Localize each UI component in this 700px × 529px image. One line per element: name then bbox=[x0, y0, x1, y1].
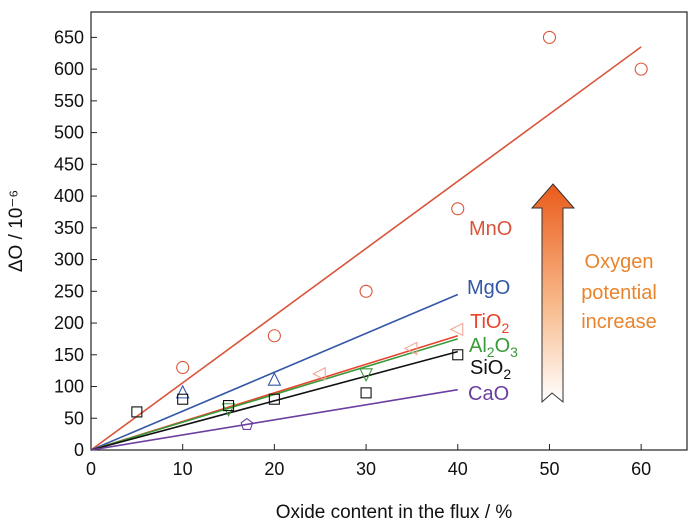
label-sio2-text: SiO bbox=[470, 357, 503, 379]
point-sio2-4 bbox=[360, 387, 372, 399]
y-tick-label-550: 550 bbox=[54, 91, 84, 111]
label-sio2-sub: 2 bbox=[503, 366, 511, 382]
y-tick-label-500: 500 bbox=[54, 123, 84, 143]
y-tick-label-400: 400 bbox=[54, 186, 84, 206]
gradient-up-arrow bbox=[530, 183, 576, 404]
fit-line-cao bbox=[90, 388, 458, 451]
label-al2o3-sub1: 2 bbox=[487, 344, 495, 360]
x-tick-label-30: 30 bbox=[356, 459, 376, 479]
point-mno-5 bbox=[634, 62, 648, 76]
series-labels: MnO MgO TiO2 Al2O3 SiO2 CaO bbox=[467, 218, 518, 405]
label-cao: CaO bbox=[468, 383, 509, 405]
point-mgo-1 bbox=[267, 371, 282, 386]
y-tick-label-0: 0 bbox=[74, 440, 84, 460]
x-axis-label: Oxide content in the flux / % bbox=[276, 502, 513, 523]
x-tick-label-20: 20 bbox=[264, 459, 284, 479]
point-sio2-2 bbox=[222, 400, 235, 412]
annotation-line-3: increase bbox=[581, 311, 657, 333]
y-tick-label-150: 150 bbox=[54, 345, 84, 365]
x-tick-label-0: 0 bbox=[86, 459, 96, 479]
point-sio2-3 bbox=[268, 393, 280, 405]
y-tick-label-50: 50 bbox=[64, 408, 84, 428]
x-tick-label-50: 50 bbox=[539, 459, 559, 479]
x-tick-label-40: 40 bbox=[448, 459, 468, 479]
point-mno-2 bbox=[359, 284, 373, 298]
point-tio2-1 bbox=[403, 341, 418, 356]
label-sio2: SiO2 bbox=[470, 357, 511, 382]
point-mno-0 bbox=[176, 360, 190, 375]
point-mgo-0 bbox=[175, 384, 190, 399]
fit-line-sio2 bbox=[90, 350, 458, 451]
y-tick-label-450: 450 bbox=[54, 154, 84, 174]
label-tio2: TiO2 bbox=[470, 311, 509, 336]
point-tio2-2 bbox=[449, 322, 464, 337]
label-al2o3-text2: O bbox=[495, 335, 511, 357]
label-al2o3-text: Al bbox=[469, 335, 487, 357]
point-sio2-1 bbox=[177, 393, 189, 405]
x-tick-label-10: 10 bbox=[173, 459, 193, 479]
point-tio2-0 bbox=[312, 366, 326, 381]
x-tick-label-60: 60 bbox=[631, 459, 651, 479]
oxygen-potential-annotation: Oxygen potential increase bbox=[530, 183, 657, 404]
annotation-line-1: Oxygen bbox=[585, 251, 654, 273]
y-tick-label-300: 300 bbox=[54, 250, 84, 270]
label-tio2-text: TiO bbox=[470, 311, 501, 333]
annotation-line-2: potential bbox=[581, 282, 657, 304]
label-al2o3: Al2O3 bbox=[469, 335, 518, 360]
y-tick-label-650: 650 bbox=[54, 27, 84, 47]
y-tick-label-600: 600 bbox=[54, 59, 84, 79]
fit-line-mno bbox=[90, 46, 642, 451]
point-sio2-5 bbox=[452, 349, 464, 361]
y-tick-label-100: 100 bbox=[54, 377, 84, 397]
y-tick-label-350: 350 bbox=[54, 218, 84, 238]
point-mno-4 bbox=[542, 30, 557, 44]
point-sio2-0 bbox=[131, 406, 143, 418]
y-axis-label: ΔO / 10⁻⁶ bbox=[6, 190, 27, 272]
point-mno-3 bbox=[451, 202, 465, 216]
y-tick-label-200: 200 bbox=[54, 313, 84, 333]
label-al2o3-sub2: 3 bbox=[510, 344, 518, 360]
point-al2o3-1 bbox=[359, 368, 373, 383]
y-tick-label-250: 250 bbox=[54, 281, 84, 301]
label-tio2-sub: 2 bbox=[501, 320, 509, 336]
point-mno-1 bbox=[267, 329, 281, 343]
plot-area-frame bbox=[90, 11, 688, 451]
label-mgo: MgO bbox=[467, 277, 510, 299]
point-al2o3-0 bbox=[221, 403, 236, 417]
label-mno: MnO bbox=[469, 218, 512, 240]
point-cao-0 bbox=[240, 417, 254, 431]
